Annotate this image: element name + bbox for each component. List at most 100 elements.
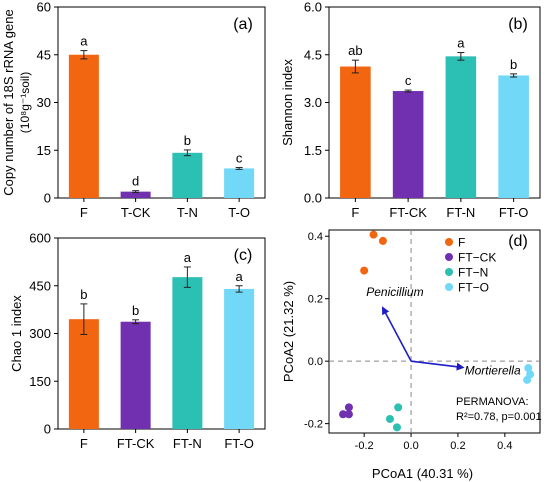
bar-FT-N: [172, 277, 203, 429]
significance-letter: c: [236, 150, 243, 165]
panel-label: (b): [508, 16, 528, 33]
x-tick-label: T-CK: [121, 205, 151, 220]
y-tick-label: 0.2: [308, 294, 323, 306]
significance-letter: b: [132, 303, 139, 318]
significance-letter: d: [132, 174, 139, 189]
y-tick-label: 300: [29, 326, 51, 341]
vector-arrow-mortierella: [410, 360, 465, 371]
point-N: [394, 403, 403, 412]
significance-letter: a: [457, 36, 465, 51]
y-tick-label: 6.0: [304, 0, 322, 15]
bar-FT-CK: [120, 321, 151, 429]
point-F: [369, 230, 378, 239]
x-axis-label: PCoA1 (40.31 %): [372, 466, 473, 481]
legend-marker: [445, 253, 453, 261]
point-F: [360, 266, 369, 275]
point-N: [392, 423, 401, 432]
x-tick-label: FT-N: [173, 436, 202, 451]
significance-letter: a: [184, 250, 192, 265]
y-tick-label: 45: [37, 47, 51, 62]
x-tick-label: F: [351, 205, 359, 220]
vector-label: Mortierella: [465, 363, 521, 377]
x-tick-label: T-N: [177, 205, 198, 220]
y-axis-label: PCoA2 (21.32 %): [281, 281, 296, 382]
point-O: [523, 375, 532, 384]
y-tick-label: 60: [37, 0, 51, 15]
x-tick-label: 0.4: [497, 440, 512, 452]
x-tick-label: T-O: [228, 205, 250, 220]
panel-label: (a): [233, 16, 253, 33]
x-tick-label: 0.2: [450, 440, 465, 452]
legend-label: FT−CK: [458, 251, 496, 265]
bar-T-O: [224, 168, 255, 198]
point-CK: [344, 410, 353, 419]
panel-label: (c): [234, 247, 253, 264]
legend-label: FT−N: [458, 266, 488, 280]
y-tick-label: 0.4: [308, 231, 323, 243]
legend-marker: [445, 283, 453, 291]
legend-marker: [445, 238, 453, 246]
significance-letter: ab: [348, 43, 362, 58]
point-CK: [339, 410, 348, 419]
panel-label: (d): [508, 233, 528, 250]
y-tick-label: 450: [29, 278, 51, 293]
panel-1: 0.0 1.5 3.0 4.5 6.0 ab Fc FT-CK a FT-N b FT-O (b) Sha…: [280, 0, 541, 220]
bar-T-CK: [120, 191, 151, 198]
y-axis-label: Copy number of 18S rRNA gene: [1, 9, 16, 195]
x-tick-label: -0.2: [355, 440, 374, 452]
vector-label: Penicillium: [366, 285, 423, 299]
y-tick-label: 0.0: [308, 356, 323, 368]
y-tick-label: 1.5: [304, 143, 322, 158]
bar-F: [68, 54, 99, 198]
bar-FT-O: [498, 75, 529, 198]
plot-frame: [328, 229, 541, 434]
bar-FT-N: [445, 56, 477, 198]
significance-letter: a: [236, 269, 244, 284]
point-CK: [344, 403, 353, 412]
permanova-stats: R²=0.78, p=0.001: [456, 411, 542, 423]
point-N: [385, 414, 394, 423]
vector-arrow-penicillium: [381, 306, 412, 362]
significance-letter: b: [184, 133, 191, 148]
legend-label: F: [458, 236, 465, 250]
significance-letter: c: [405, 73, 412, 88]
y-tick-label: 600: [29, 231, 51, 246]
panel-0: 0 15 30 45 60 a Fd T-CK b T-N c T-O (a) Copy number o…: [1, 0, 266, 220]
y-tick-label: 3.0: [304, 95, 322, 110]
y-tick-label: 0: [44, 422, 51, 437]
bar-FT-O: [224, 288, 255, 429]
permanova-label: PERMANOVA:: [456, 396, 529, 408]
x-tick-label: FT-O: [499, 205, 529, 220]
x-tick-label: 0.0: [403, 440, 418, 452]
y-axis-label: Shannon index: [280, 59, 295, 146]
bar-F: [68, 319, 99, 429]
significance-letter: b: [80, 287, 87, 302]
x-tick-label: FT-CK: [389, 205, 427, 220]
panel-2: 0 150 300 450 600 b Fb FT-CK a FT-N a FT-O (c) Chao 1…: [9, 231, 266, 451]
y-tick-label: 4.5: [304, 47, 322, 62]
y-axis-label-units: (10⁸g⁻¹soil): [18, 72, 32, 133]
y-tick-label: 15: [37, 143, 51, 158]
x-tick-label: FT-CK: [117, 436, 155, 451]
legend-marker: [445, 268, 453, 276]
bar-FT-CK: [392, 91, 424, 198]
significance-letter: a: [80, 34, 88, 49]
bar-T-N: [172, 152, 203, 198]
x-tick-label: F: [80, 205, 88, 220]
x-tick-label: F: [80, 436, 88, 451]
panel-3: -0.2 0.0 0.2 0.4 -0.2 0.0 0.2 0.4 Penicillium Mor…: [281, 229, 542, 481]
point-F: [378, 236, 387, 245]
y-tick-label: 150: [29, 374, 51, 389]
point-O: [524, 364, 533, 373]
x-tick-label: FT-O: [224, 436, 254, 451]
y-tick-label: -0.2: [304, 419, 323, 431]
y-tick-label: 0: [44, 191, 51, 206]
bar-F: [340, 66, 371, 198]
legend-label: FT−O: [458, 281, 489, 295]
y-axis-label: Chao 1 index: [9, 295, 24, 372]
significance-letter: b: [510, 57, 517, 72]
y-tick-label: 30: [37, 95, 51, 110]
y-tick-label: 0.0: [304, 191, 322, 206]
x-tick-label: FT-N: [446, 205, 475, 220]
